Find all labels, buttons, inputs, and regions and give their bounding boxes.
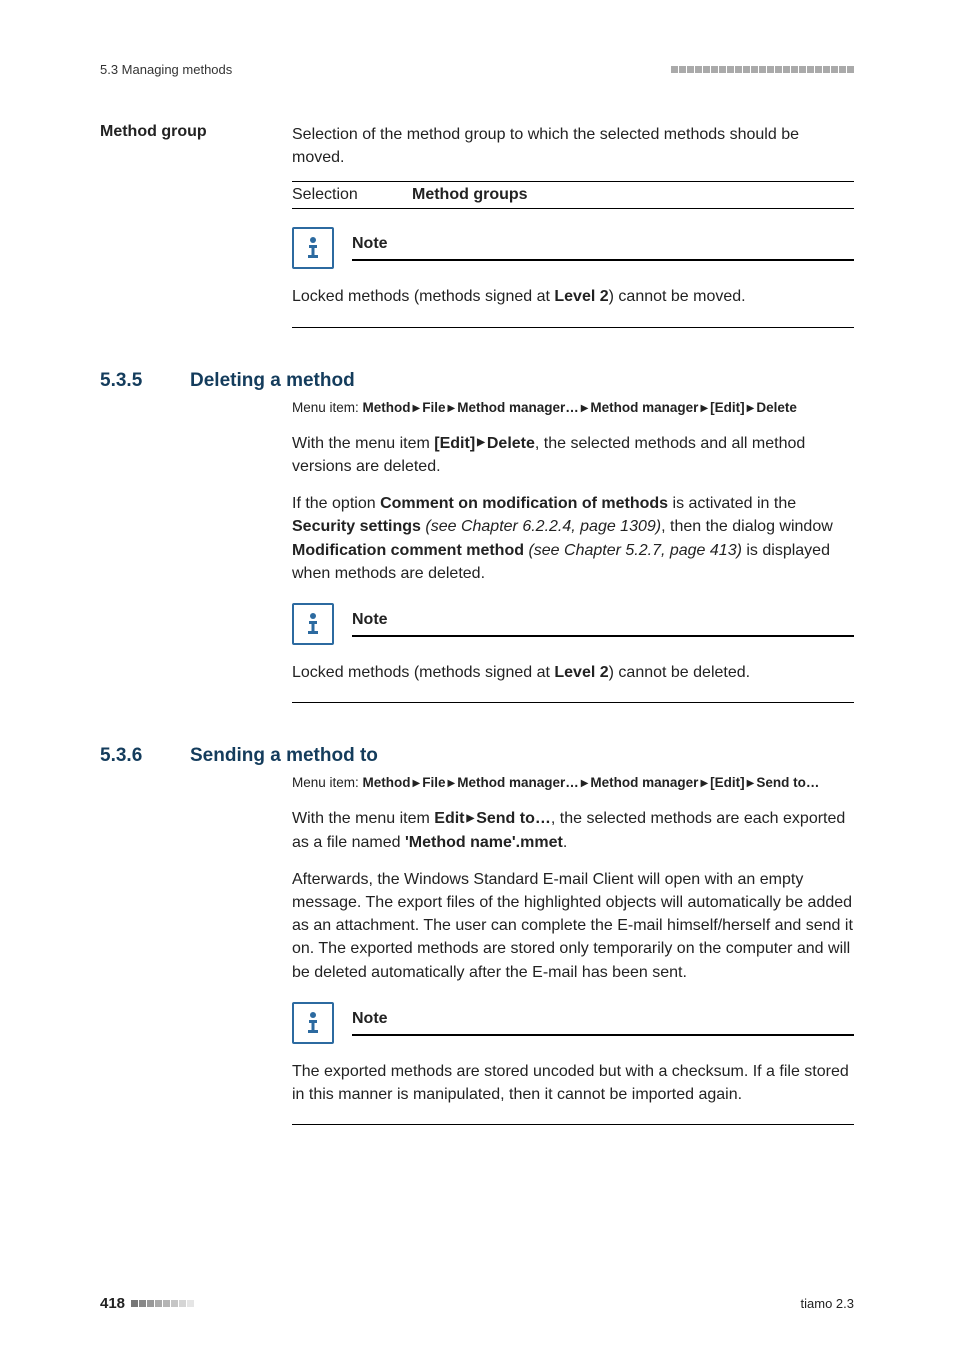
- chevron-right-icon: ▶: [698, 401, 710, 416]
- menu-segment: Method manager…: [457, 775, 579, 790]
- note-block: Note Locked methods (methods signed at L…: [292, 603, 854, 703]
- text-bold: 'Method name'.mmet: [405, 834, 563, 851]
- paragraph: With the menu item [Edit]▶Delete, the se…: [292, 432, 854, 478]
- method-group-intro: Selection of the method group to which t…: [292, 123, 854, 169]
- page-number: 418: [100, 1295, 125, 1312]
- chevron-right-icon: ▶: [411, 776, 423, 791]
- menu-lead: Menu item:: [292, 400, 363, 415]
- group-heading: Method group: [100, 123, 286, 141]
- text-bold: Comment on modification of methods: [380, 495, 668, 512]
- chevron-right-icon: ▶: [579, 401, 591, 416]
- section-number: 5.3.6: [100, 745, 190, 767]
- footer-ornament: [131, 1300, 195, 1307]
- menu-segment: Delete: [756, 400, 797, 415]
- chevron-right-icon: ▶: [745, 401, 757, 416]
- menu-segment: [Edit]: [710, 775, 745, 790]
- paragraph: Afterwards, the Windows Standard E-mail …: [292, 868, 854, 984]
- menu-segment: File: [422, 400, 445, 415]
- selection-value: Method groups: [412, 186, 528, 204]
- menu-path: Menu item: Method▶File▶Method manager…▶M…: [292, 398, 854, 418]
- section-title: Sending a method to: [190, 745, 378, 767]
- info-icon: [292, 227, 334, 269]
- note-text-bold: Level 2: [554, 288, 608, 305]
- note-body: The exported methods are stored uncoded …: [292, 1060, 854, 1106]
- chevron-right-icon: ▶: [745, 776, 757, 791]
- chevron-right-icon: ▶: [446, 401, 458, 416]
- paragraph: If the option Comment on modification of…: [292, 492, 854, 585]
- text-bold: Delete: [487, 435, 535, 452]
- note-body: Locked methods (methods signed at Level …: [292, 285, 854, 308]
- text: With the menu item: [292, 810, 434, 827]
- text: , then the dialog window: [661, 518, 833, 535]
- note-text: ) cannot be moved.: [609, 288, 746, 305]
- text-italic: (see Chapter 5.2.7, page 413): [524, 542, 742, 559]
- text-bold: [Edit]: [434, 435, 475, 452]
- menu-lead: Menu item:: [292, 775, 363, 790]
- info-icon: [292, 1002, 334, 1044]
- note-text: Locked methods (methods signed at: [292, 288, 554, 305]
- menu-segment: [Edit]: [710, 400, 745, 415]
- menu-segment: Method manager…: [457, 400, 579, 415]
- menu-segment: File: [422, 775, 445, 790]
- menu-segment: Method: [363, 400, 411, 415]
- chevron-right-icon: ▶: [446, 776, 458, 791]
- note-title: Note: [352, 235, 388, 252]
- chevron-right-icon: ▶: [475, 436, 487, 451]
- chevron-right-icon: ▶: [465, 812, 477, 827]
- header-ornament: [670, 66, 854, 73]
- text: is activated in the: [668, 495, 796, 512]
- text: .: [563, 834, 567, 851]
- text-bold: Security settings: [292, 518, 421, 535]
- text: With the menu item: [292, 435, 434, 452]
- text-bold: Send to…: [476, 810, 551, 827]
- note-text: Locked methods (methods signed at: [292, 664, 554, 681]
- text-italic: (see Chapter 6.2.2.4, page 1309): [421, 518, 661, 535]
- chevron-right-icon: ▶: [579, 776, 591, 791]
- text: If the option: [292, 495, 380, 512]
- note-title: Note: [352, 611, 388, 628]
- section-number: 5.3.5: [100, 370, 190, 392]
- selection-label: Selection: [292, 186, 412, 204]
- footer-product: tiamo 2.3: [801, 1296, 854, 1311]
- note-text-bold: Level 2: [554, 664, 608, 681]
- note-text: ) cannot be deleted.: [609, 664, 750, 681]
- running-title: 5.3 Managing methods: [100, 62, 232, 77]
- menu-segment: Method manager: [590, 775, 698, 790]
- info-icon: [292, 603, 334, 645]
- note-block: Note Locked methods (methods signed at L…: [292, 227, 854, 327]
- selection-table: Selection Method groups: [292, 181, 854, 209]
- chevron-right-icon: ▶: [411, 401, 423, 416]
- menu-segment: Send to…: [756, 775, 819, 790]
- menu-path: Menu item: Method▶File▶Method manager…▶M…: [292, 773, 854, 793]
- note-block: Note The exported methods are stored unc…: [292, 1002, 854, 1125]
- text-bold: Modification comment method: [292, 542, 524, 559]
- text-bold: Edit: [434, 810, 464, 827]
- note-title: Note: [352, 1010, 388, 1027]
- menu-segment: Method: [363, 775, 411, 790]
- paragraph: With the menu item Edit▶Send to…, the se…: [292, 807, 854, 853]
- chevron-right-icon: ▶: [698, 776, 710, 791]
- section-title: Deleting a method: [190, 370, 355, 392]
- menu-segment: Method manager: [590, 400, 698, 415]
- note-body: Locked methods (methods signed at Level …: [292, 661, 854, 684]
